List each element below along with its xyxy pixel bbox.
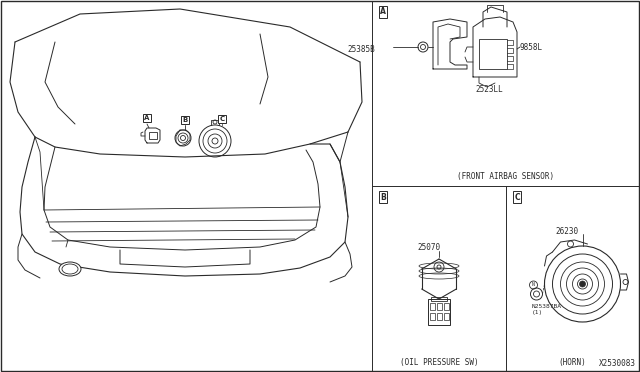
Text: B: B <box>182 117 188 123</box>
Text: (OIL PRESSURE SW): (OIL PRESSURE SW) <box>400 357 478 366</box>
Text: (HORN): (HORN) <box>559 357 586 366</box>
Text: 25385B: 25385B <box>348 45 375 54</box>
Text: (FRONT AIRBAG SENSOR): (FRONT AIRBAG SENSOR) <box>457 173 554 182</box>
Text: B: B <box>380 192 386 202</box>
Circle shape <box>579 281 586 287</box>
Bar <box>429 313 435 320</box>
Text: 26230: 26230 <box>556 227 579 235</box>
Bar <box>444 303 449 310</box>
Ellipse shape <box>59 262 81 276</box>
Bar <box>428 299 450 325</box>
Bar <box>436 303 442 310</box>
Text: N: N <box>532 282 535 288</box>
Bar <box>429 303 435 310</box>
Text: 9858L: 9858L <box>520 42 543 51</box>
Bar <box>431 297 447 301</box>
Text: 25070: 25070 <box>417 243 440 251</box>
Bar <box>479 39 507 69</box>
Bar <box>444 313 449 320</box>
Text: A: A <box>380 7 386 16</box>
Text: 2523LL: 2523LL <box>475 84 503 93</box>
Bar <box>436 313 442 320</box>
Text: A: A <box>144 115 150 121</box>
Text: C: C <box>514 192 520 202</box>
Bar <box>149 132 157 139</box>
Text: X2530083: X2530083 <box>599 359 636 368</box>
Text: C: C <box>220 116 225 122</box>
Text: N25387BA
(1): N25387BA (1) <box>531 304 561 315</box>
